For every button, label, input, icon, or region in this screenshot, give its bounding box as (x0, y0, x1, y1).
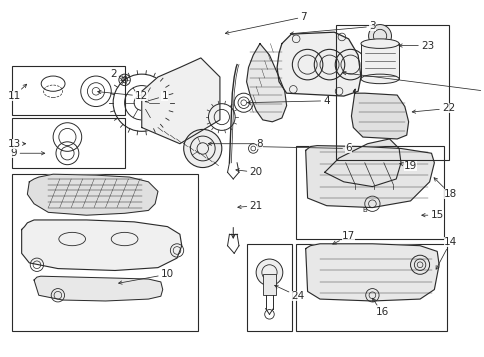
Text: 12: 12 (97, 90, 148, 101)
Text: 10: 10 (119, 269, 174, 284)
Bar (296, 146, 443, 239)
Polygon shape (22, 220, 182, 271)
Text: 14: 14 (435, 237, 456, 269)
Text: 16: 16 (372, 298, 388, 317)
Text: 24: 24 (274, 285, 304, 301)
Text: 3: 3 (289, 21, 375, 35)
Ellipse shape (360, 39, 398, 49)
Text: 11: 11 (7, 84, 27, 101)
Circle shape (256, 259, 282, 286)
Text: 19: 19 (399, 161, 416, 171)
Text: 18: 18 (433, 178, 456, 199)
Ellipse shape (360, 74, 398, 84)
Polygon shape (276, 32, 360, 96)
Bar (296, 244, 446, 332)
Bar (12, 118, 124, 167)
Polygon shape (351, 89, 408, 139)
Circle shape (183, 130, 221, 167)
Bar (262, 274, 275, 295)
Text: 9: 9 (11, 148, 45, 158)
Bar (12, 174, 197, 332)
Text: B: B (362, 207, 366, 213)
Text: 23: 23 (398, 41, 433, 51)
Polygon shape (141, 58, 219, 144)
Text: 20: 20 (235, 167, 262, 177)
Polygon shape (305, 146, 434, 207)
Text: 13: 13 (7, 139, 26, 149)
Text: 22: 22 (411, 104, 454, 114)
Circle shape (368, 25, 391, 47)
Text: 6: 6 (257, 144, 351, 154)
Text: 5: 5 (342, 71, 484, 96)
Bar (246, 244, 292, 332)
Text: 4: 4 (247, 96, 329, 106)
Text: 7: 7 (225, 12, 306, 34)
Bar (12, 66, 124, 115)
Text: 2: 2 (109, 69, 127, 79)
Bar (360, 43, 398, 79)
Polygon shape (27, 174, 158, 215)
Polygon shape (305, 244, 438, 301)
Text: 15: 15 (421, 210, 443, 220)
Polygon shape (246, 44, 286, 122)
Bar (335, 25, 448, 160)
Text: 17: 17 (332, 231, 354, 244)
Text: 1: 1 (145, 91, 167, 102)
Text: 21: 21 (237, 201, 262, 211)
Text: 8: 8 (208, 139, 263, 149)
Polygon shape (34, 276, 163, 301)
Polygon shape (324, 139, 400, 187)
